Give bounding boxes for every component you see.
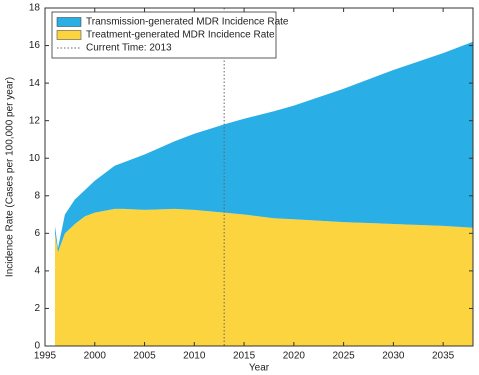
y-tick-label: 0 (34, 341, 40, 352)
x-tick-label: 2035 (432, 351, 455, 362)
y-tick-label: 8 (34, 190, 40, 201)
x-tick-label: 2005 (133, 351, 156, 362)
legend: Transmission-generated MDR Incidence Rat… (51, 11, 289, 59)
y-axis-label: Incidence Rate (Cases per 100,000 per ye… (5, 77, 16, 277)
x-tick-label: 2030 (382, 351, 405, 362)
y-tick-label: 12 (29, 115, 41, 126)
legend-swatch (56, 30, 82, 40)
y-tick-label: 4 (34, 266, 40, 277)
legend-label: Current Time: 2013 (86, 43, 172, 54)
legend-label: Transmission-generated MDR Incidence Rat… (86, 17, 289, 28)
plot-frame (44, 7, 474, 347)
y-tick-label: 2 (34, 303, 40, 314)
area (54, 208, 473, 346)
y-tick-label: 16 (29, 40, 41, 51)
area (54, 41, 473, 253)
x-tick-label: 2020 (283, 351, 306, 362)
x-tick-label: 2000 (84, 351, 107, 362)
x-tick-label: 2015 (233, 351, 256, 362)
x-tick-label: 1995 (34, 351, 57, 362)
legend-box (51, 11, 277, 59)
y-tick-label: 10 (29, 153, 41, 164)
x-axis-label: Year (249, 363, 270, 374)
y-tick-label: 6 (34, 228, 40, 239)
x-tick-label: 2010 (183, 351, 206, 362)
legend-label: Treatment-generated MDR Incidence Rate (86, 30, 275, 41)
legend-swatch (56, 17, 82, 27)
x-tick-label: 2025 (332, 351, 355, 362)
y-tick-label: 18 (29, 3, 41, 14)
y-tick-label: 14 (29, 78, 41, 89)
